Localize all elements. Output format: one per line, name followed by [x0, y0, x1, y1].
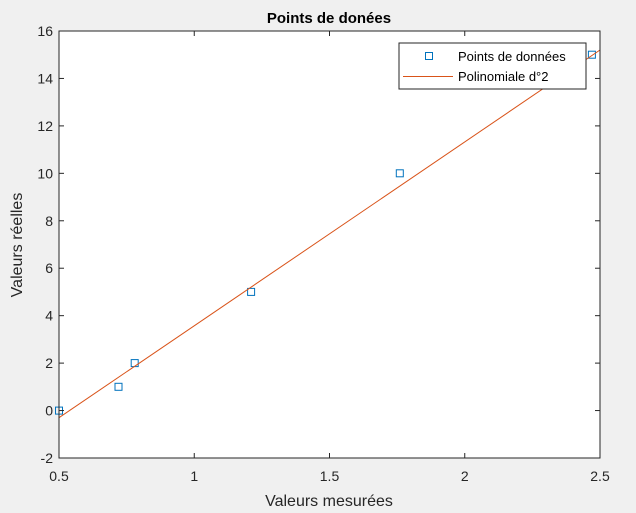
- y-tick-label: 10: [37, 165, 53, 181]
- y-tick-label: 16: [37, 23, 53, 39]
- data-point: [587, 50, 596, 59]
- data-point: [114, 382, 123, 391]
- y-tick-label: 2: [45, 355, 53, 371]
- x-tick-label: 0.5: [49, 468, 69, 484]
- fit-line: [58, 49, 601, 419]
- x-tick-label: 1.5: [320, 468, 340, 484]
- plot-area: [59, 31, 600, 458]
- y-tick-label: 8: [45, 213, 53, 229]
- data-point: [247, 287, 256, 296]
- y-tick-label: 0: [45, 403, 53, 419]
- y-axis-label: Valeurs réelles: [9, 193, 26, 298]
- legend-box: [398, 42, 587, 90]
- ticks-layer: 0.5 1 1.5 2 2.5 -2 0 2 4 6 8 10 12 14 16: [37, 23, 610, 484]
- data-point: [395, 169, 404, 178]
- y-tick-label: -2: [41, 450, 54, 466]
- legend[interactable]: Points de données Polinomiale d°2: [398, 42, 587, 90]
- x-tick-label: 2: [461, 468, 469, 484]
- y-tick-label: 6: [45, 260, 53, 276]
- legend-marker-icon: [425, 52, 433, 60]
- y-tick-label: 14: [37, 70, 53, 86]
- x-axis-label: Valeurs mesurées: [265, 493, 393, 510]
- y-tick-label: 12: [37, 118, 53, 134]
- legend-label-points: Points de données: [458, 49, 566, 64]
- y-tick-label: 4: [45, 308, 53, 324]
- legend-label-fit: Polinomiale d°2: [458, 69, 548, 84]
- chart-title: Points de donées: [267, 10, 391, 27]
- x-tick-label: 1: [190, 468, 198, 484]
- x-tick-label: 2.5: [590, 468, 610, 484]
